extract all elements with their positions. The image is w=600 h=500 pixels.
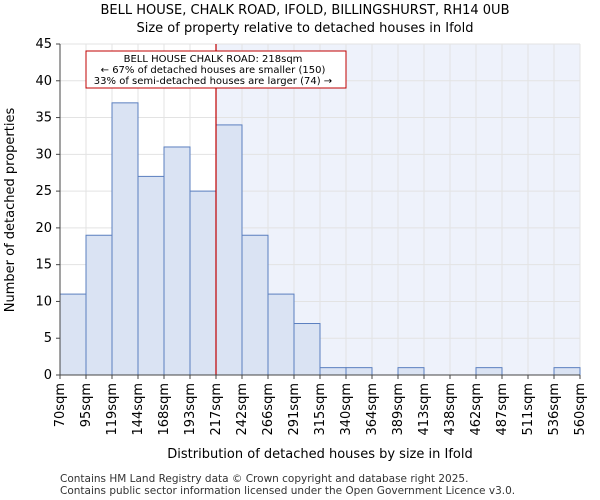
y-tick-labels: 0 5 10 15 20 25 30 35 40 45 (35, 37, 52, 383)
x-tick-label: 242sqm (235, 383, 250, 436)
bars (59, 102, 581, 376)
y-axis-label: Number of detached properties (3, 108, 18, 313)
histogram-bar (475, 367, 503, 376)
y-tick-label: 5 (44, 331, 52, 346)
annotation-line-2: ← 67% of detached houses are smaller (15… (101, 65, 326, 76)
y-tick-label: 20 (35, 221, 52, 236)
annotation-line-3: 33% of semi-detached houses are larger (… (94, 76, 332, 87)
histogram-bar (345, 367, 373, 376)
y-tick-label: 35 (35, 111, 52, 126)
histogram-bar (553, 367, 581, 376)
footer-line-2: Contains public sector information licen… (60, 485, 515, 497)
histogram-bar (267, 293, 295, 376)
x-tick-label: 389sqm (391, 383, 406, 436)
annotation-line-1: BELL HOUSE CHALK ROAD: 218sqm (124, 54, 303, 65)
histogram-bar (111, 102, 139, 376)
x-tick-label: 438sqm (443, 383, 458, 436)
x-tick-label: 95sqm (79, 383, 94, 427)
x-tick-label: 487sqm (495, 383, 510, 436)
histogram-bar (241, 234, 269, 376)
histogram-bar (189, 190, 217, 376)
histogram-bar (59, 293, 87, 376)
y-tick-label: 10 (35, 294, 52, 309)
x-tick-label: 291sqm (287, 383, 302, 436)
x-tick-label: 560sqm (573, 383, 588, 436)
histogram-bar (137, 175, 165, 376)
x-tick-label: 266sqm (261, 383, 276, 436)
histogram-bar (319, 367, 347, 376)
x-tick-label: 70sqm (53, 383, 68, 427)
y-tick-label: 0 (44, 368, 52, 383)
histogram-bar (163, 146, 191, 376)
x-tick-label: 217sqm (209, 383, 224, 436)
annotation-frame (85, 50, 347, 89)
histogram-bar (85, 234, 113, 376)
y-tick-label: 45 (35, 37, 52, 52)
x-tick-label: 144sqm (131, 383, 146, 436)
x-tick-label: 168sqm (157, 383, 172, 436)
x-tick-label: 315sqm (313, 383, 328, 436)
histogram-bar (397, 367, 425, 376)
x-tick-label: 340sqm (339, 383, 354, 436)
x-tick-label: 511sqm (521, 383, 536, 436)
x-tick-label: 193sqm (183, 383, 198, 436)
chart-title: BELL HOUSE, CHALK ROAD, IFOLD, BILLINGSH… (100, 3, 509, 18)
chart-subtitle: Size of property relative to detached ho… (136, 21, 473, 36)
axes (56, 43, 581, 379)
y-tick-label: 15 (35, 258, 52, 273)
x-tick-label: 119sqm (105, 383, 120, 436)
x-tick-label: 536sqm (547, 383, 562, 436)
y-tick-label: 25 (35, 184, 52, 199)
x-tick-label: 413sqm (417, 383, 432, 436)
x-tick-label: 364sqm (365, 383, 380, 436)
x-tick-labels: 70sqm 95sqm 119sqm 144sqm 168sqm 193sqm 217sqm… (53, 383, 588, 436)
footer-line-1: Contains HM Land Registry data © Crown c… (60, 473, 468, 485)
x-axis-label: Distribution of detached houses by size … (167, 447, 472, 462)
histogram-bar (215, 124, 243, 376)
annotation-box: BELL HOUSE CHALK ROAD: 218sqm ← 67% of d… (85, 50, 347, 89)
y-tick-label: 40 (35, 74, 52, 89)
histogram-bar (293, 323, 321, 376)
y-tick-label: 30 (35, 147, 52, 162)
x-tick-label: 462sqm (469, 383, 484, 436)
